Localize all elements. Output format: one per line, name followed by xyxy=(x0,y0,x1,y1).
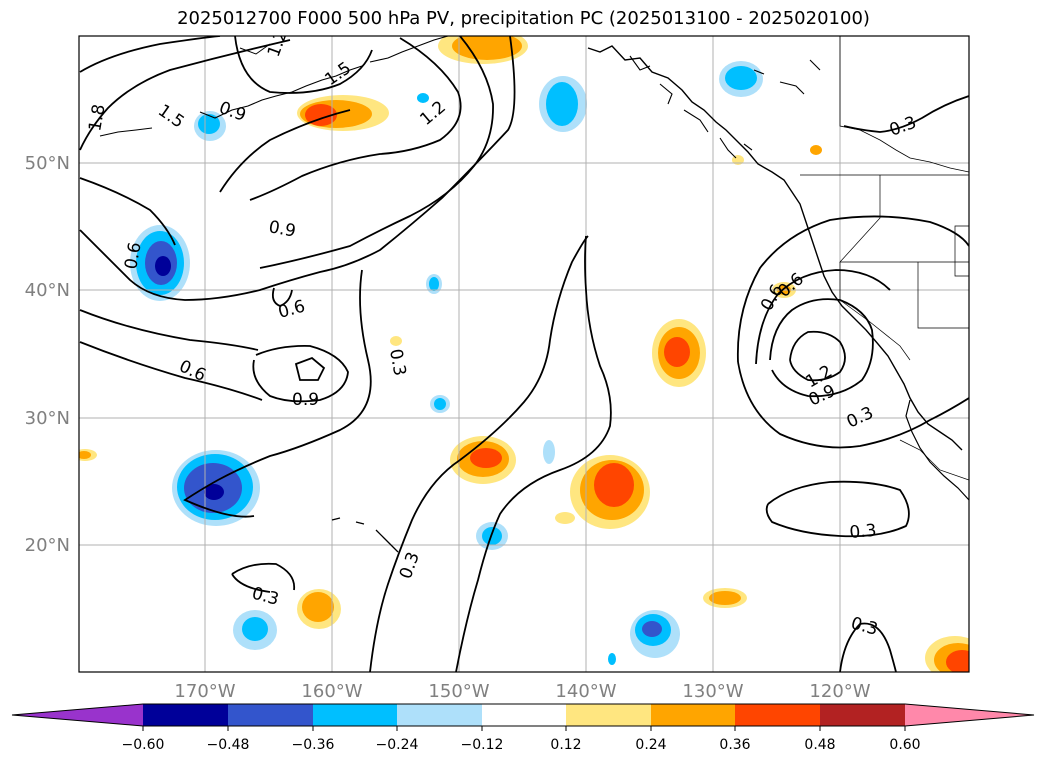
colorbar-tick-labels: −0.60 −0.48 −0.36 −0.24 −0.12 0.12 0.24 … xyxy=(122,737,921,753)
precip-positive-blob xyxy=(390,336,402,346)
colorbar-segment xyxy=(143,704,228,726)
colorbar-extend-low xyxy=(12,704,143,726)
contour-label: 0.3 xyxy=(849,521,878,543)
contour-label: 0.6 xyxy=(121,241,145,271)
contour-label: 0.3 xyxy=(385,347,409,377)
precip-positive-blob xyxy=(652,319,706,387)
colorbar-segment xyxy=(820,704,905,726)
precip-negative-blob xyxy=(543,440,555,464)
lon-label: 150°W xyxy=(428,681,489,702)
lat-label: 20°N xyxy=(25,535,70,556)
colorbar-tick-label: 0.60 xyxy=(889,737,920,753)
lon-label: 120°W xyxy=(809,681,870,702)
precip-negative-blob xyxy=(417,93,429,103)
precip-positive-blob xyxy=(810,145,822,155)
contour-label: 0.9 xyxy=(292,390,319,410)
precip-negative-blob xyxy=(434,398,446,410)
lon-label: 160°W xyxy=(301,681,362,702)
precip-negative-blob xyxy=(539,76,587,132)
pv-contours xyxy=(79,36,969,672)
precip-positive-blob xyxy=(297,589,341,629)
colorbar-extend-high xyxy=(905,704,1034,726)
colorbar-segment xyxy=(228,704,313,726)
lat-label: 40°N xyxy=(25,280,70,301)
lat-label: 50°N xyxy=(25,153,70,174)
colorbar-segment xyxy=(313,704,397,726)
colorbar-tick-label: 0.36 xyxy=(719,737,750,753)
colorbar-segment xyxy=(651,704,735,726)
gridlines xyxy=(79,36,969,672)
precip-negative-blob xyxy=(630,610,680,658)
colorbar-tick-label: 0.48 xyxy=(804,737,835,753)
colorbar-tick-label: −0.36 xyxy=(292,737,335,753)
precip-negative-blob xyxy=(719,61,763,97)
colorbar-segment xyxy=(735,704,820,726)
precip-positive-blob xyxy=(438,36,528,64)
map-background xyxy=(79,36,969,672)
colorbar-tick-label: −0.48 xyxy=(207,737,250,753)
map-title: 2025012700 F000 500 hPa PV, precipitatio… xyxy=(177,8,870,29)
precip-positive-blob xyxy=(703,588,747,608)
lat-label: 30°N xyxy=(25,408,70,429)
precip-negative-blob xyxy=(233,610,277,650)
map-panel: 1.8 1.5 1.2 0.9 0.9 1.5 1.2 0.6 0.6 0.6 … xyxy=(79,36,969,672)
colorbar-segment xyxy=(566,704,651,726)
precip-positive-blob xyxy=(79,449,97,461)
colorbar: −0.60 −0.48 −0.36 −0.24 −0.12 0.12 0.24 … xyxy=(11,703,1035,753)
lon-label: 130°W xyxy=(682,681,743,702)
colorbar-segment xyxy=(482,704,566,726)
lon-label: 140°W xyxy=(555,681,616,702)
colorbar-segment xyxy=(397,704,482,726)
political-borders xyxy=(800,174,969,481)
colorbar-tick-label: 0.12 xyxy=(550,737,581,753)
precip-positive-blob xyxy=(570,455,650,529)
map-frame xyxy=(78,35,970,673)
longitude-labels: 170°W 160°W 150°W 140°W 130°W 120°W xyxy=(174,681,870,702)
colorbar-tick-label: −0.12 xyxy=(461,737,504,753)
precip-positive-blob xyxy=(555,512,575,524)
contour-label: 0.9 xyxy=(267,217,297,241)
precip-positive-blob xyxy=(925,636,969,672)
precip-positive-blob xyxy=(297,95,389,131)
precip-negative-blob xyxy=(429,277,439,291)
colorbar-tick-label: −0.60 xyxy=(122,737,165,753)
latitude-labels: 50°N 40°N 30°N 20°N xyxy=(25,153,70,556)
precip-negative-blob xyxy=(608,653,616,665)
colorbar-tick-label: 0.24 xyxy=(635,737,666,753)
colorbar-tick-label: −0.24 xyxy=(376,737,419,753)
precip-positive-blob xyxy=(450,436,516,484)
precip-negative-blob xyxy=(172,450,260,526)
lon-label: 170°W xyxy=(174,681,235,702)
contour-label: 1.8 xyxy=(85,103,109,133)
precip-negative-blob xyxy=(194,111,226,141)
colorbar-ticks xyxy=(142,726,906,731)
